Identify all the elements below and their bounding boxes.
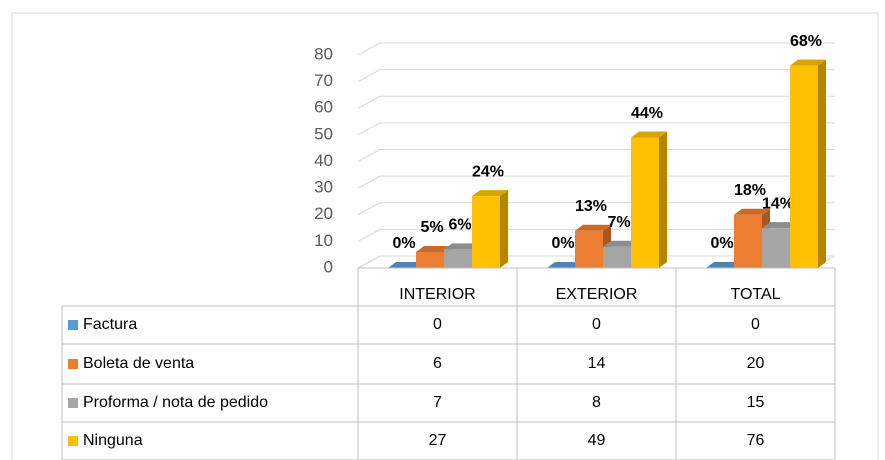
bar-face <box>818 59 826 269</box>
y-tick-label: 10 <box>314 231 333 250</box>
bar-face <box>547 262 583 268</box>
bar-face <box>472 196 500 268</box>
legend-label: Ninguna <box>83 432 143 449</box>
table-cell: 0 <box>751 316 760 333</box>
table-cell: 8 <box>592 394 601 411</box>
legend-swatch <box>68 320 78 330</box>
legend-swatch <box>68 398 78 408</box>
table-cell: 7 <box>433 394 442 411</box>
bar-face <box>631 137 659 268</box>
grid-line <box>357 202 835 216</box>
data-label: 14% <box>762 195 794 212</box>
table-cell: 27 <box>429 432 447 449</box>
bar-face <box>416 252 444 268</box>
data-label: 6% <box>448 217 471 234</box>
bar-face <box>734 208 770 215</box>
bar-face <box>790 59 826 66</box>
x-tick-label: EXTERIOR <box>556 286 638 303</box>
legend-label: Proforma / nota de pedido <box>83 394 268 411</box>
legend-label: Boleta de venta <box>83 355 194 372</box>
data-label: 24% <box>472 163 504 180</box>
bar-face <box>472 190 508 197</box>
bar <box>388 262 424 268</box>
legend-label: Factura <box>83 316 137 333</box>
grid-line <box>357 69 835 83</box>
grid-line <box>357 228 835 242</box>
chart-frame <box>11 12 879 460</box>
table-cell: 14 <box>588 355 606 372</box>
data-label: 0% <box>710 235 733 252</box>
bar-face <box>631 131 667 138</box>
grid-line <box>357 175 835 189</box>
bar-face <box>734 214 762 268</box>
bar <box>631 131 667 268</box>
data-label: 0% <box>392 235 415 252</box>
data-label: 5% <box>420 219 443 236</box>
grid-line <box>357 95 835 109</box>
bar-face <box>575 224 611 231</box>
bar-face <box>388 262 424 268</box>
y-tick-label: 80 <box>314 44 333 63</box>
bar-face <box>444 243 480 250</box>
table-cell: 15 <box>747 394 765 411</box>
bar <box>790 59 826 269</box>
bar-face <box>659 131 667 268</box>
y-tick-label: 70 <box>314 71 333 90</box>
table-cell: 20 <box>747 355 765 372</box>
y-tick-label: 40 <box>314 151 333 170</box>
data-label: 44% <box>631 105 663 122</box>
bar-face <box>500 190 508 268</box>
y-tick-label: 60 <box>314 98 333 117</box>
bar-face <box>706 262 742 268</box>
table-cell: 0 <box>592 316 601 333</box>
y-tick-label: 30 <box>314 178 333 197</box>
x-tick-label: TOTAL <box>730 286 780 303</box>
table-cell: 49 <box>588 432 606 449</box>
bar-face <box>603 240 639 247</box>
data-label: 18% <box>734 182 766 199</box>
bar-face <box>416 246 452 253</box>
bar-face <box>762 228 790 268</box>
y-tick-label: 0 <box>324 257 333 276</box>
data-label: 0% <box>551 235 574 252</box>
table-cell: 76 <box>747 432 765 449</box>
bar <box>472 190 508 268</box>
grid-line <box>357 122 835 136</box>
legend-swatch <box>68 436 78 446</box>
bar-face <box>575 230 603 268</box>
grid-line <box>357 149 835 162</box>
data-label: 68% <box>790 33 822 50</box>
legend-swatch <box>68 359 78 369</box>
bar-face <box>790 65 818 269</box>
y-tick-label: 20 <box>314 204 333 223</box>
bar-face <box>444 249 472 268</box>
grid-line <box>357 42 835 56</box>
bar <box>706 262 742 268</box>
bar <box>547 262 583 268</box>
bar-face <box>603 246 631 268</box>
y-tick-label: 50 <box>314 124 333 143</box>
table-cell: 6 <box>433 355 442 372</box>
data-label: 7% <box>607 214 630 231</box>
x-tick-label: INTERIOR <box>399 286 475 303</box>
table-cell: 0 <box>433 316 442 333</box>
bar-face <box>762 222 798 229</box>
data-label: 13% <box>575 198 607 215</box>
